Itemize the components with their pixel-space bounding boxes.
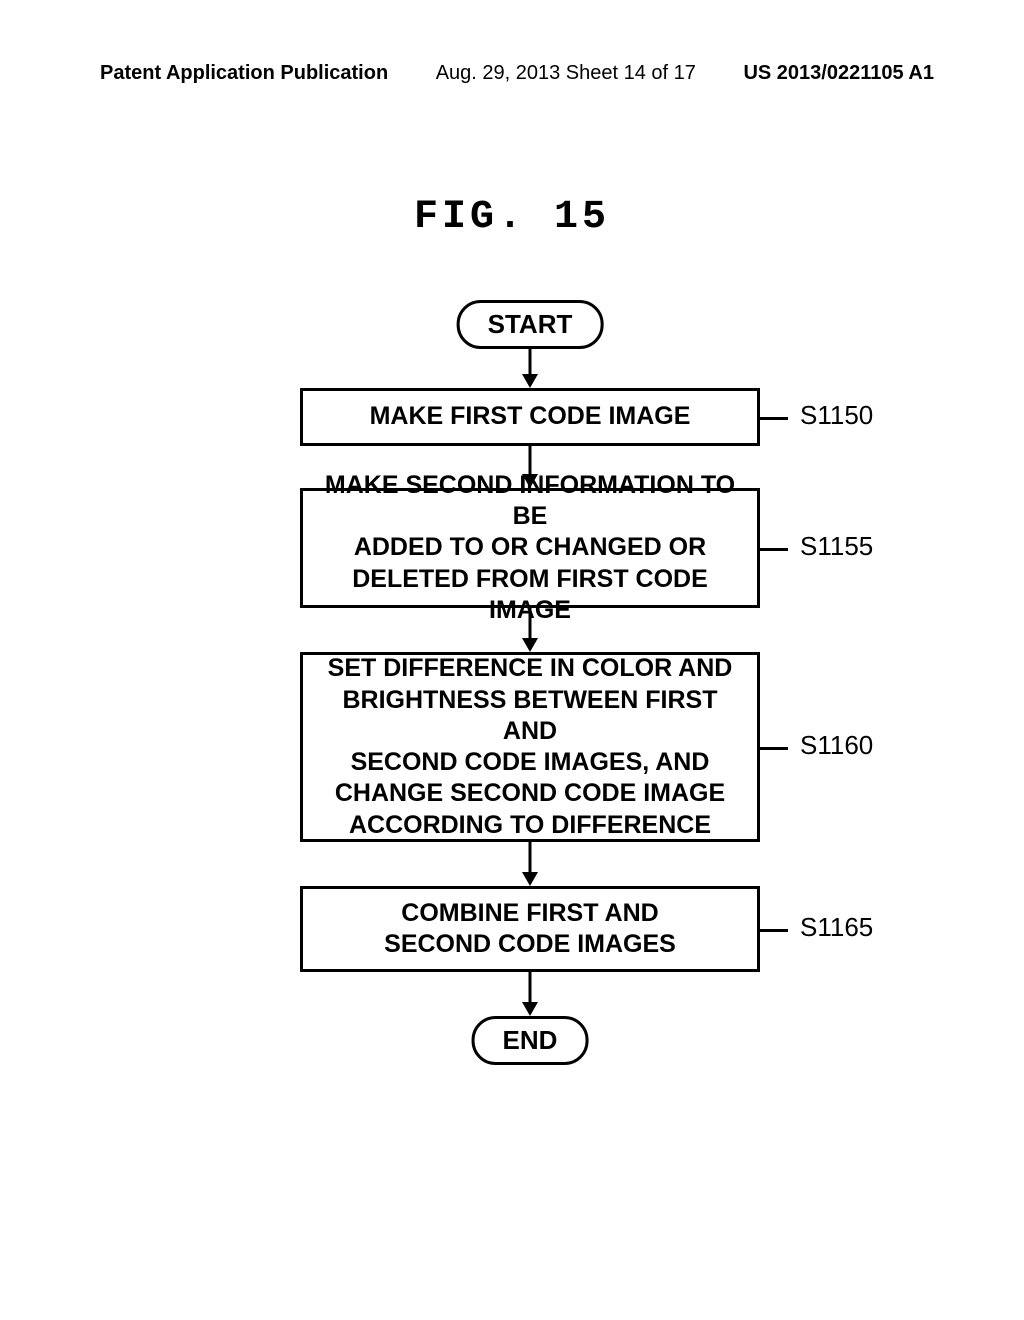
connector-n3 <box>760 747 788 750</box>
process-n4: COMBINE FIRST ANDSECOND CODE IMAGES <box>300 886 760 972</box>
step-label-S1150: S1150 <box>800 400 873 431</box>
arrow-head-0 <box>522 374 538 388</box>
process-n3: SET DIFFERENCE IN COLOR ANDBRIGHTNESS BE… <box>300 652 760 842</box>
terminal-start: START <box>457 300 604 349</box>
figure-title: FIG. 15 <box>414 195 610 240</box>
header-publication: Patent Application Publication <box>100 62 388 85</box>
step-label-S1155: S1155 <box>800 531 873 562</box>
arrow-line-0 <box>529 348 532 376</box>
step-label-S1165: S1165 <box>800 912 873 943</box>
arrow-line-3 <box>529 842 532 874</box>
terminal-end: END <box>472 1016 589 1065</box>
arrow-head-1 <box>522 474 538 488</box>
arrow-line-4 <box>529 972 532 1004</box>
connector-n1 <box>760 417 788 420</box>
step-label-S1160: S1160 <box>800 730 873 761</box>
header-date-sheet: Aug. 29, 2013 Sheet 14 of 17 <box>436 62 696 85</box>
header-patent-number: US 2013/0221105 A1 <box>743 62 934 85</box>
process-n2: MAKE SECOND INFORMATION TO BEADDED TO OR… <box>300 488 760 608</box>
connector-n2 <box>760 548 788 551</box>
arrow-head-4 <box>522 1002 538 1016</box>
process-n1: MAKE FIRST CODE IMAGE <box>300 388 760 446</box>
arrow-head-3 <box>522 872 538 886</box>
connector-n4 <box>760 929 788 932</box>
arrow-line-1 <box>529 446 532 476</box>
arrow-line-2 <box>529 608 532 640</box>
patent-header: Patent Application Publication Aug. 29, … <box>0 62 1024 85</box>
arrow-head-2 <box>522 638 538 652</box>
